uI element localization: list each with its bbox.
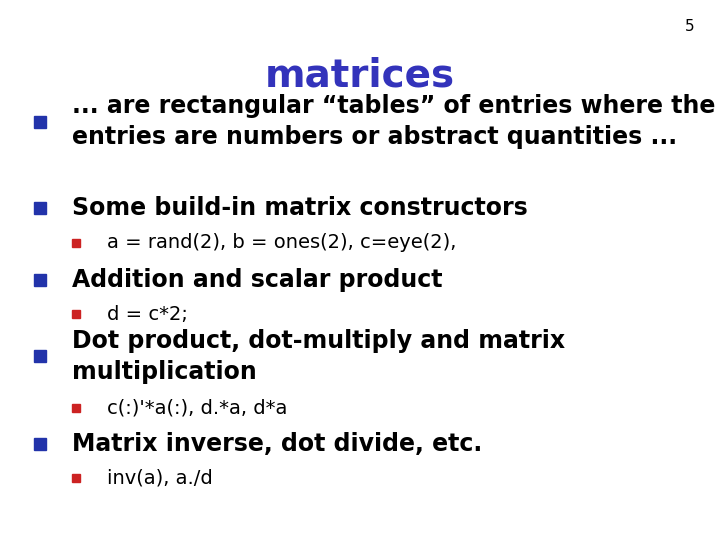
Text: matrices: matrices xyxy=(265,57,455,94)
Text: d = c*2;: d = c*2; xyxy=(107,305,187,324)
Text: c(:)'*a(:), d.*a, d*a: c(:)'*a(:), d.*a, d*a xyxy=(107,398,287,417)
Text: Dot product, dot-multiply and matrix
multiplication: Dot product, dot-multiply and matrix mul… xyxy=(72,329,565,384)
Text: ... are rectangular “tables” of entries where the
entries are numbers or abstrac: ... are rectangular “tables” of entries … xyxy=(72,94,716,149)
Text: 5: 5 xyxy=(685,19,695,34)
Text: Some build-in matrix constructors: Some build-in matrix constructors xyxy=(72,196,528,220)
Text: a = rand(2), b = ones(2), c=eye(2),: a = rand(2), b = ones(2), c=eye(2), xyxy=(107,233,456,253)
Text: Matrix inverse, dot divide, etc.: Matrix inverse, dot divide, etc. xyxy=(72,432,482,456)
Text: inv(a), a./d: inv(a), a./d xyxy=(107,469,212,488)
Text: Addition and scalar product: Addition and scalar product xyxy=(72,268,443,292)
